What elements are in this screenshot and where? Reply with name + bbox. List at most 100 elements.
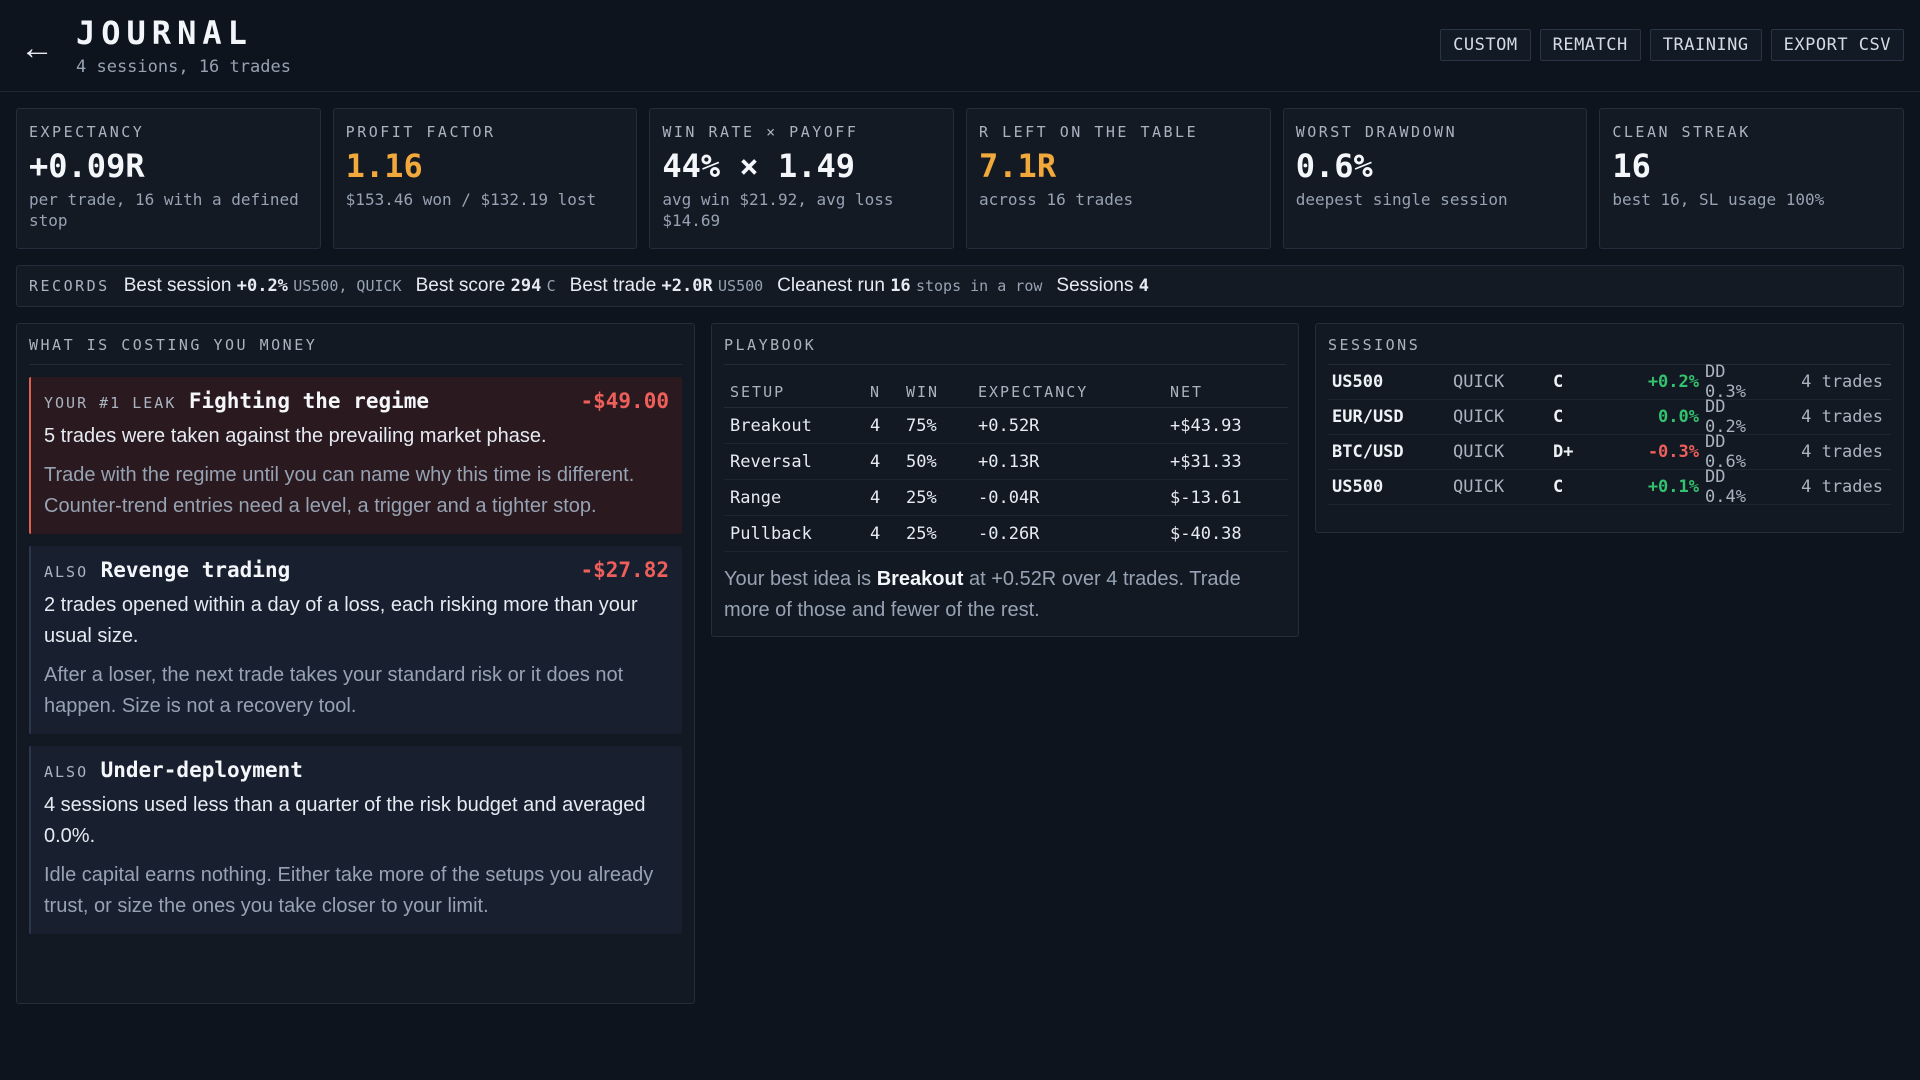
stat-label: CLEAN STREAK [1612,123,1751,141]
session-row[interactable]: BTC/USD QUICK D+ -0.3% DD 0.6% 4 trades [1328,432,1891,472]
stat-note: per trade, 16 with a defined stop [29,190,299,230]
leak-title: Revenge trading [100,558,291,582]
stat-value: 16 [1612,147,1651,185]
stat-card-worst-drawdown: WORST DRAWDOWN 0.6% deepest single sessi… [1282,108,1588,249]
session-row[interactable]: US500 QUICK C +0.1% DD 0.4% 4 trades [1328,467,1891,507]
toolbar: CUSTOM REMATCH TRAINING EXPORT CSV [1440,29,1904,61]
record-meta: stops in a row [915,277,1043,295]
leak-advice: Idle capital earns nothing. Either take … [44,864,654,917]
session-mode: QUICK [1453,372,1505,392]
stat-note: deepest single session [1295,190,1508,209]
stat-card-clean-streak: CLEAN STREAK 16 best 16, SL usage 100% [1599,108,1905,249]
stat-note: avg win $21.92, avg loss $14.69 [662,190,894,230]
column-header: NET [1164,375,1288,408]
custom-button[interactable]: CUSTOM [1440,29,1531,61]
summary-suffix: at +0.52R over 4 trades. Trade more of t… [724,568,1241,621]
win-cell: 75% [900,407,972,444]
leak-amount: -$27.82 [580,558,669,582]
stat-card-profit-factor: PROFIT FACTOR 1.16 $153.46 won / $132.19… [332,108,638,249]
column-header: WIN [900,375,972,408]
training-button[interactable]: TRAINING [1649,29,1762,61]
record-sessions: Sessions 4 [1056,275,1149,297]
setup-cell: Reversal [724,443,864,480]
stat-label: EXPECTANCY [29,123,145,141]
record-label: Best session [123,275,232,296]
count-cell: 4 [864,443,900,480]
session-grade: C [1553,477,1564,497]
column-header: EXPECTANCY [972,375,1164,408]
stat-label: PROFIT FACTOR [345,123,496,141]
stat-card-expectancy: EXPECTANCY +0.09R per trade, 16 with a d… [16,108,321,249]
records-strip: RECORDS Best session +0.2% US500, QUICK … [16,265,1904,307]
session-symbol: US500 [1332,372,1384,392]
panel-title: PLAYBOOK [724,324,1286,365]
table-row[interactable]: Range 4 25% -0.04R $-13.61 [724,479,1288,516]
session-drawdown: DD 0.3% [1705,362,1746,402]
record-value: +2.0R [661,276,713,296]
column-header: N [864,375,900,408]
page-title: JOURNAL [76,14,253,52]
stat-label: WIN RATE × PAYOFF [662,123,859,141]
header: ← JOURNAL 4 sessions, 16 trades CUSTOM R… [0,0,1920,92]
setup-cell: Range [724,479,864,516]
summary-setup: Breakout [876,568,964,590]
leak-kicker: ALSO [44,563,89,581]
net-cell: $-13.61 [1164,479,1288,516]
leak-amount: -$49.00 [580,389,669,413]
table-row[interactable]: Reversal 4 50% +0.13R +$31.33 [724,443,1288,480]
rematch-button[interactable]: REMATCH [1539,29,1641,61]
session-mode: QUICK [1453,407,1505,427]
table-header-row: SETUP N WIN EXPECTANCY NET [724,375,1288,408]
net-cell: +$43.93 [1164,407,1288,444]
summary-prefix: Your best idea is [724,568,872,590]
record-label: Cleanest run [777,275,885,296]
stat-value: 0.6% [1295,147,1373,185]
session-mode: QUICK [1453,477,1505,497]
stat-value: +0.09R [29,147,145,185]
leak-card-primary: YOUR #1 LEAK Fighting the regime -$49.00… [29,377,682,534]
leak-kicker: ALSO [44,763,89,781]
win-cell: 25% [900,479,972,516]
stat-note: across 16 trades [979,190,1134,209]
export-csv-button[interactable]: EXPORT CSV [1770,29,1904,61]
session-row[interactable]: EUR/USD QUICK C 0.0% DD 0.2% 4 trades [1328,397,1891,437]
table-row[interactable]: Breakout 4 75% +0.52R +$43.93 [724,407,1288,444]
page-subtitle: 4 sessions, 16 trades [76,57,291,77]
expectancy-cell: -0.04R [972,479,1164,516]
session-symbol: BTC/USD [1332,442,1404,462]
arrow-left-icon[interactable]: ← [20,29,54,67]
net-cell: $-40.38 [1164,515,1288,552]
record-meta: C [546,277,556,295]
setup-cell: Pullback [724,515,864,552]
session-trades: 4 trades [1801,407,1883,427]
stat-value: 44% × 1.49 [662,147,855,185]
records-label: RECORDS [29,277,110,295]
session-row[interactable]: US500 QUICK C +0.2% DD 0.3% 4 trades [1328,362,1891,402]
sessions-panel: SESSIONS US500 QUICK C +0.2% DD 0.3% 4 t… [1315,323,1904,533]
table-row[interactable]: Pullback 4 25% -0.26R $-40.38 [724,515,1288,552]
leak-title: Fighting the regime [188,389,430,413]
record-best-session: Best session +0.2% US500, QUICK [124,275,402,297]
expectancy-cell: +0.13R [972,443,1164,480]
record-value: 294 [510,276,542,296]
count-cell: 4 [864,515,900,552]
stat-card-r-left: R LEFT ON THE TABLE 7.1R across 16 trade… [966,108,1271,249]
session-grade: C [1553,407,1564,427]
session-pnl: 0.0% [1658,407,1699,427]
session-pnl: +0.2% [1647,372,1699,392]
session-drawdown: DD 0.6% [1705,432,1746,472]
leak-description: 2 trades opened within a day of a loss, … [44,594,638,647]
record-meta: US500, QUICK [293,277,402,295]
stat-cards: EXPECTANCY +0.09R per trade, 16 with a d… [16,108,1905,249]
column-header: SETUP [724,375,864,408]
expectancy-cell: -0.26R [972,515,1164,552]
session-trades: 4 trades [1801,372,1883,392]
record-cleanest-run: Cleanest run 16 stops in a row [777,275,1042,297]
record-best-trade: Best trade +2.0R US500 [570,275,764,297]
leak-card: ALSO Revenge trading -$27.82 2 trades op… [29,546,682,734]
record-label: Best trade [569,275,657,296]
playbook-panel: PLAYBOOK SETUP N WIN EXPECTANCY NET Brea… [711,323,1299,637]
session-trades: 4 trades [1801,442,1883,462]
count-cell: 4 [864,407,900,444]
stat-value: 7.1R [979,147,1057,185]
